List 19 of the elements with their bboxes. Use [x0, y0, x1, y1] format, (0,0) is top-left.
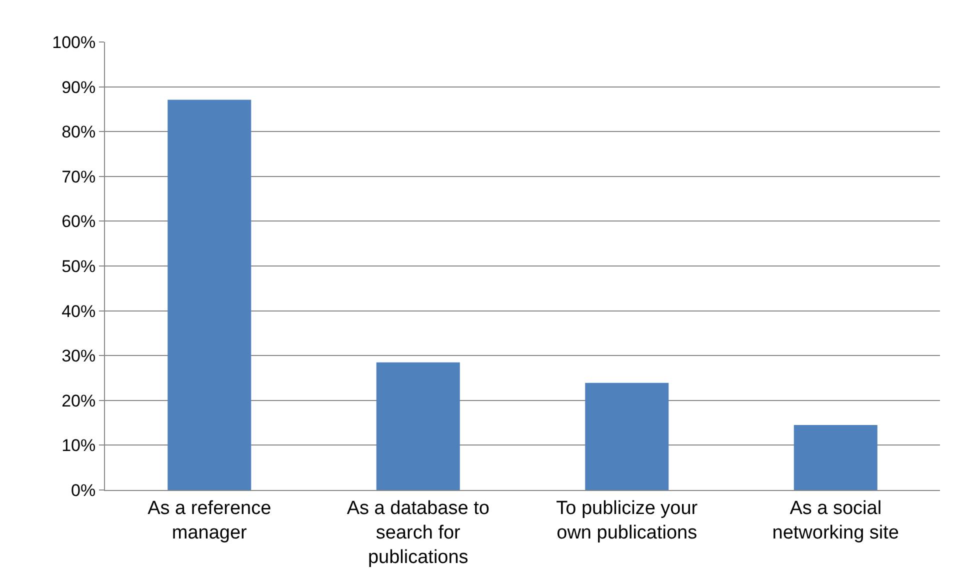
y-tick-label: 50% [62, 256, 96, 276]
y-tick-label: 10% [62, 436, 96, 456]
y-tick-label: 0% [71, 480, 96, 500]
y-tick-label: 60% [62, 212, 96, 232]
x-tick-label: As a reference manager [148, 498, 272, 544]
x-tick-label: To publicize your own publications [556, 498, 698, 544]
bar [168, 100, 252, 490]
y-tick-label: 30% [62, 346, 96, 366]
y-tick-label: 90% [62, 78, 96, 97]
y-tick-label: 80% [62, 122, 96, 142]
bar [585, 382, 669, 490]
y-tick-label: 100% [52, 32, 96, 52]
x-tick-label: As a social networking site [772, 498, 899, 544]
y-tick-label: 70% [62, 167, 96, 186]
bar [794, 425, 878, 490]
x-tick-label: As a database to search for publications [346, 498, 490, 568]
y-tick-label: 20% [62, 391, 96, 410]
y-tick-label: 40% [62, 302, 96, 321]
bar [376, 362, 460, 490]
